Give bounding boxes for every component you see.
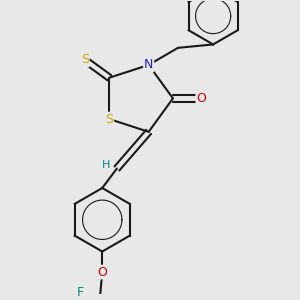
Text: S: S: [105, 112, 113, 126]
Text: N: N: [144, 58, 153, 71]
Text: O: O: [97, 266, 107, 278]
Text: H: H: [102, 160, 110, 170]
Text: O: O: [196, 92, 206, 105]
Text: S: S: [81, 53, 89, 66]
Text: F: F: [77, 286, 84, 299]
